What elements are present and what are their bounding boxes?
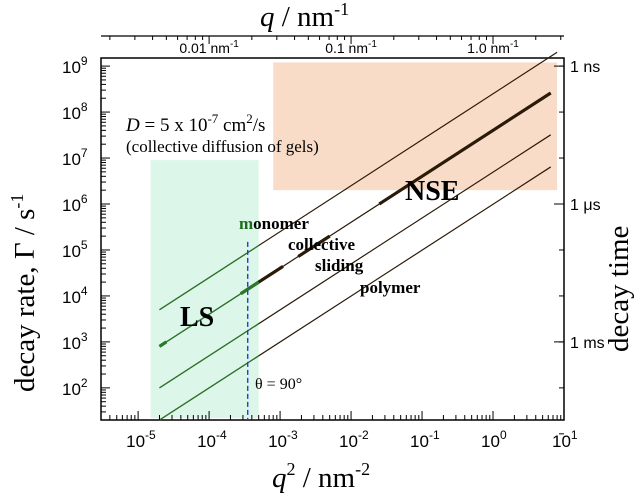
plot-border	[100, 57, 565, 421]
y-tick-label: 109	[62, 54, 88, 77]
x-tick-label: 101	[552, 428, 578, 451]
y-tick-label: 108	[62, 100, 88, 123]
axes: 10-5 10-4 10-3 10-2 10-1 100 101 102 103 104 105 10…	[62, 35, 605, 451]
right-tick-label: 1 ms	[570, 335, 605, 352]
series-collective-thick-3	[378, 91, 552, 206]
top-tick-label: 1.0 nm-1	[467, 39, 519, 56]
x-tick-label: 10-4	[197, 428, 227, 451]
sliding-label: sliding	[315, 256, 364, 275]
x-tick-label: 10-5	[126, 428, 156, 451]
x-tick-label: 10-3	[268, 428, 298, 451]
right-axis-title: decay time	[603, 226, 635, 352]
series-polymer-ls-part	[159, 355, 260, 421]
series-lines	[158, 51, 558, 421]
series-collective-ls-part	[159, 281, 260, 347]
region-ls	[150, 160, 259, 419]
y-tick-label: 106	[62, 192, 88, 215]
diffusion-annotation: D = 5 x 10-7 cm2/s	[125, 111, 265, 136]
x-axis-title: q2 / nm-2	[272, 459, 370, 494]
theta-label: θ = 90°	[255, 376, 302, 393]
collective-label: collective	[288, 235, 355, 254]
y-tick-label: 104	[62, 284, 88, 307]
top-axis-title: q / nm-1	[260, 0, 349, 33]
top-tick-label: 0.1 nm-1	[325, 39, 377, 56]
plot-frame	[100, 57, 565, 421]
y-axis-title: decay rate, Γ / s-1	[7, 194, 41, 392]
x-tick-label: 10-2	[339, 428, 369, 451]
ls-label: LS	[180, 302, 214, 333]
series-collective-thick-2	[297, 234, 331, 258]
series-sliding-ls-part	[159, 323, 260, 389]
y-tick-label: 105	[62, 238, 88, 261]
nse-label: NSE	[405, 176, 459, 207]
right-tick-label: 1 μs	[570, 197, 601, 214]
regions	[150, 62, 558, 419]
top-tick-label: 0.01 nm-1	[179, 39, 239, 56]
y-tick-label: 102	[62, 376, 88, 399]
y-tick-label: 103	[62, 330, 88, 353]
diffusion-annotation-line2: (collective diffusion of gels)	[126, 137, 319, 156]
right-tick-label: 1 ns	[570, 59, 600, 76]
series-monomer-ls-part	[159, 245, 260, 311]
region-nse	[273, 62, 558, 191]
x-tick-label: 100	[481, 428, 507, 451]
x-tick-label: 10-1	[410, 428, 440, 451]
monomer-label: monomer	[239, 214, 309, 233]
y-tick-label: 107	[62, 146, 88, 169]
polymer-label: polymer	[360, 278, 421, 297]
